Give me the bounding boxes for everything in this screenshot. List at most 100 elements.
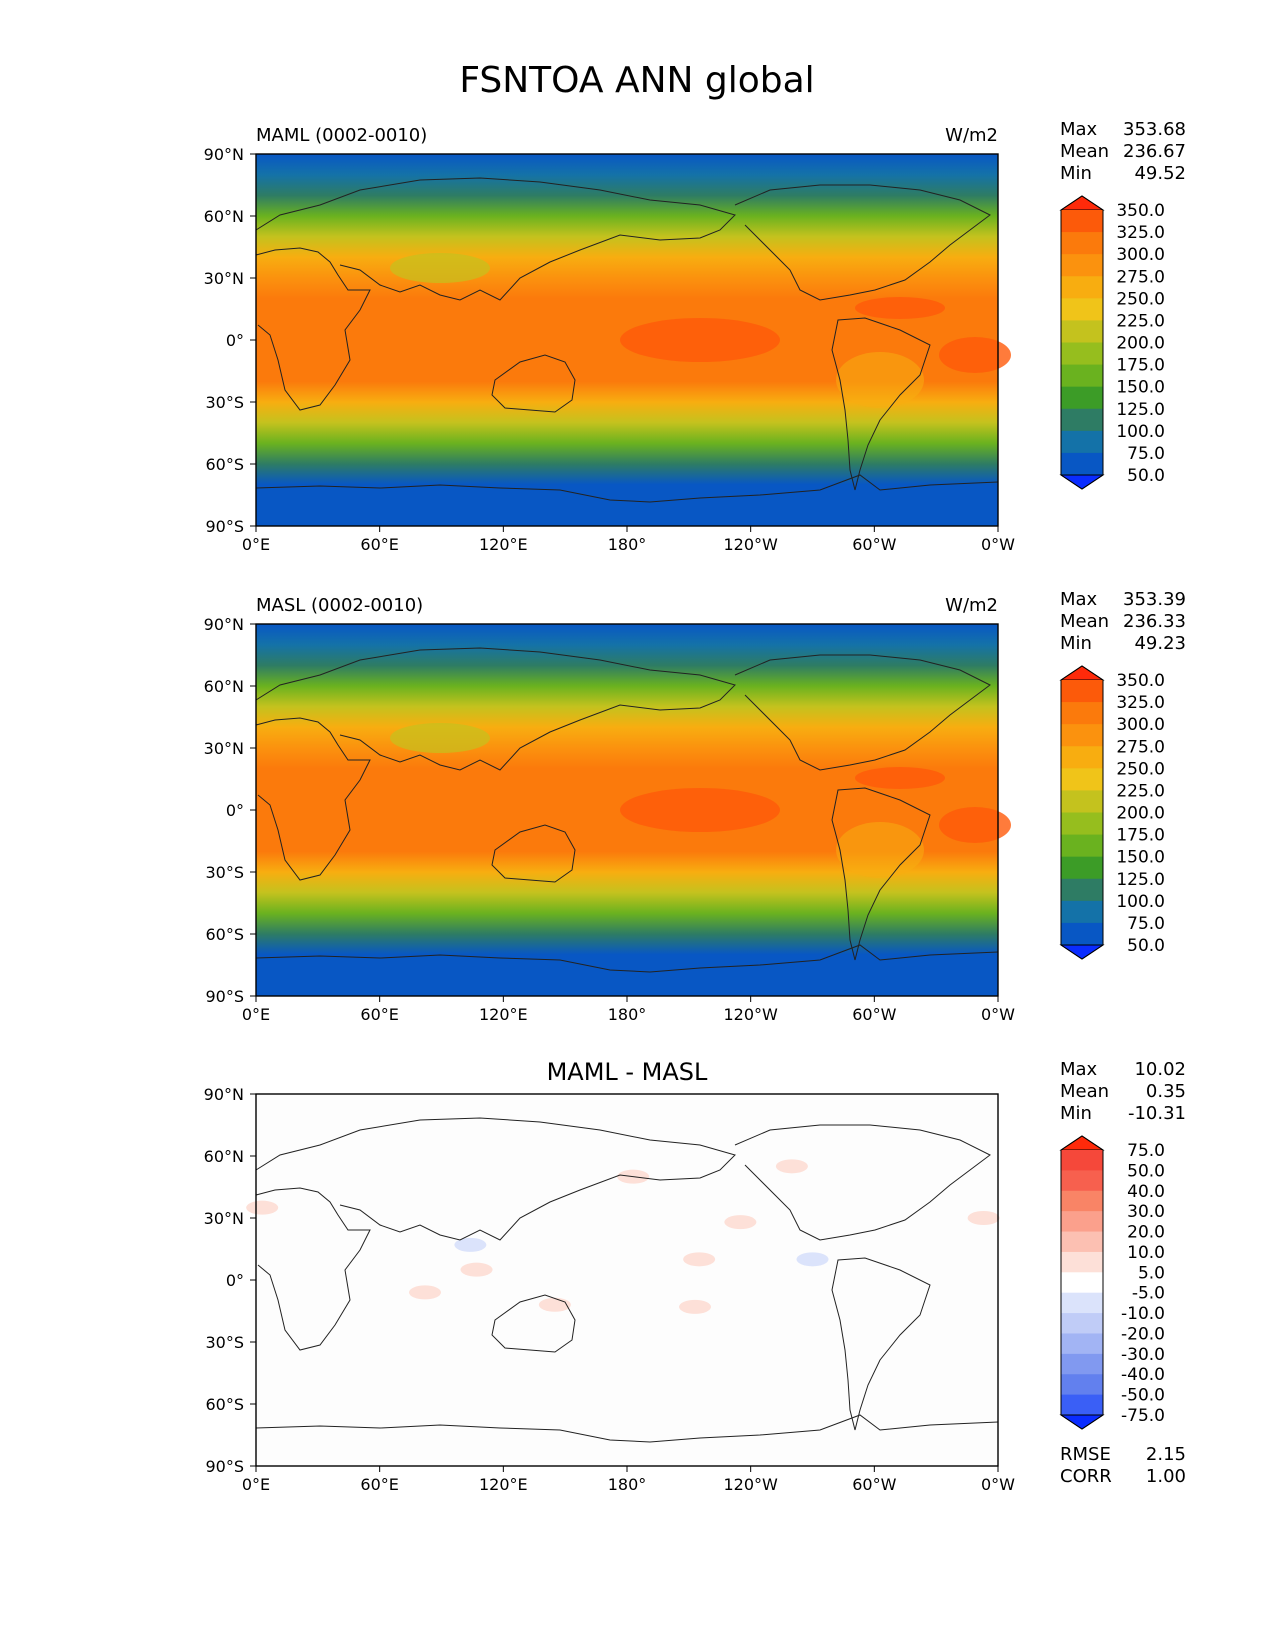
colorbar-level-label: -20.0 [1121, 1324, 1165, 1344]
y-tick-label: 60°N [204, 1147, 244, 1166]
colorbar-segment [1061, 1211, 1103, 1233]
colorbar-segment [1061, 276, 1103, 299]
panel-3-coast-south-america [831, 1257, 931, 1431]
colorbar-segment [1061, 768, 1103, 791]
x-tick-label: 120°W [723, 1475, 778, 1494]
panel-1-units: W/m2 [945, 125, 998, 146]
panel-2-min-value: 49.23 [1134, 633, 1186, 654]
corr-label: CORR [1060, 1466, 1112, 1487]
panel-2-max-label: Max [1060, 589, 1098, 610]
colorbar-segment [1061, 1251, 1103, 1273]
panel-3: MAML - MASL 0°E 60°E 120°E 180° 120°W 60°W 0°W… [204, 1058, 1186, 1494]
colorbar-level-label: -5.0 [1132, 1284, 1165, 1304]
panel-2-mean-value: 236.33 [1123, 611, 1186, 632]
y-tick-label: 60°S [205, 925, 244, 944]
colorbar-segment [1061, 1170, 1103, 1192]
colorbar-segment [1061, 1150, 1103, 1171]
panel-1-regions [390, 253, 1011, 408]
colorbar-level-label: 150.0 [1116, 378, 1165, 398]
x-tick-label: 0°E [242, 1475, 270, 1494]
y-tick-label: 0° [226, 331, 244, 350]
colorbar-segment [1061, 746, 1103, 769]
panel-3-coastlines [255, 1117, 999, 1443]
colorbar-over-cap [1059, 1135, 1105, 1151]
panel-1-mean-value: 236.67 [1123, 141, 1186, 162]
colorbar-level-label: 225.0 [1116, 311, 1165, 331]
panel-3-coast-australia [491, 1294, 576, 1353]
colorbar-segment [1061, 210, 1103, 233]
panel-2-coastlines [255, 647, 999, 973]
y-tick-label: 0° [226, 801, 244, 820]
colorbar-over-cap [1059, 665, 1105, 681]
colorbar-level-label: 125.0 [1116, 870, 1165, 890]
colorbar-segment [1061, 1374, 1103, 1396]
panel-2-coast-africa [255, 717, 371, 881]
colorbar-segment [1061, 386, 1103, 410]
y-tick-label: 30°N [204, 739, 244, 758]
panel-1-tibet-minimum [390, 253, 490, 283]
colorbar-over-cap [1059, 195, 1105, 211]
panel-2-coast-north-america [734, 654, 991, 771]
panel-3-max-value: 10.02 [1134, 1059, 1186, 1080]
colorbar-level-label: 175.0 [1116, 356, 1165, 376]
panel-3-coast-africa [255, 1187, 371, 1351]
x-tick-label: 120°E [479, 1005, 528, 1024]
colorbar-level-label: 300.0 [1116, 715, 1165, 735]
x-tick-label: 60°W [852, 1005, 896, 1024]
panel-2: MASL (0002-0010) W/m2 0°E 60°E 120°E 180° 12… [204, 589, 1186, 1024]
panel-3-coast-antarctica [255, 1414, 999, 1443]
panel-2-coast-australia [491, 824, 576, 883]
colorbar-segment [1061, 254, 1103, 277]
x-tick-label: 0°W [981, 1475, 1015, 1494]
colorbar-level-label: 250.0 [1116, 289, 1165, 309]
colorbar-level-label: 50.0 [1127, 466, 1165, 486]
panel-2-units: W/m2 [945, 595, 998, 616]
panel-2-amazon-minimum [836, 822, 924, 878]
panel-3-field [256, 1094, 998, 1466]
panel-1-se-atlantic-maximum [939, 337, 1011, 373]
panel-1-coast-africa [255, 247, 371, 411]
x-tick-label: 0°E [242, 1005, 270, 1024]
colorbar-segment [1061, 1190, 1103, 1212]
colorbar-level-label: 20.0 [1127, 1223, 1165, 1243]
x-tick-label: 120°W [723, 535, 778, 554]
x-tick-label: 120°E [479, 1475, 528, 1494]
y-tick-label: 90°N [204, 615, 244, 634]
panel-1-x-ticks: 0°E 60°E 120°E 180° 120°W 60°W 0°W [242, 526, 1015, 554]
x-tick-label: 0°W [981, 535, 1015, 554]
panel-1-coast-south-america [831, 317, 931, 491]
colorbar-segment [1061, 320, 1103, 343]
panel-1-central-pacific-maximum [620, 318, 780, 362]
colorbar-segment [1061, 1231, 1103, 1253]
y-tick-label: 60°S [205, 1395, 244, 1414]
colorbar-level-label: 275.0 [1116, 267, 1165, 287]
colorbar-level-label: 75.0 [1127, 1141, 1165, 1161]
panel-1: MAML (0002-0010) W/m2 0°E 60°E 120°E 180° 12… [204, 119, 1186, 554]
colorbar-segment [1061, 1333, 1103, 1355]
panel-3-title: MAML - MASL [547, 1058, 708, 1086]
panel-2-coast-south-america [831, 787, 931, 961]
rmse-label: RMSE [1060, 1444, 1111, 1465]
colorbar-segment [1061, 702, 1103, 725]
colorbar-segment [1061, 922, 1103, 946]
panel-3-metrics: RMSE 2.15 CORR 1.00 [1060, 1444, 1186, 1487]
x-tick-label: 180° [608, 1005, 647, 1024]
panel-3-stats: Max 10.02 Mean 0.35 Min -10.31 [1060, 1059, 1186, 1124]
panel-1-coast-australia [491, 354, 576, 413]
colorbar-level-label: 325.0 [1116, 693, 1165, 713]
panel-3-coast-eurasia [255, 1117, 736, 1241]
y-tick-label: 60°S [205, 455, 244, 474]
panel-2-max-value: 353.39 [1123, 589, 1186, 610]
x-tick-label: 0°E [242, 535, 270, 554]
panel-3-min-label: Min [1060, 1103, 1092, 1124]
panel-1-stats: Max 353.68 Mean 236.67 Min 49.52 [1060, 119, 1186, 184]
colorbar-level-label: -75.0 [1121, 1406, 1165, 1426]
panel-3-y-ticks: 90°N 60°N 30°N 0° 30°S 60°S 90°S [204, 1085, 256, 1476]
colorbar-level-label: 75.0 [1127, 444, 1165, 464]
anomaly-patch [454, 1237, 487, 1252]
colorbar-segment [1061, 1272, 1103, 1294]
colorbar-segment [1061, 680, 1103, 703]
x-tick-label: 120°E [479, 535, 528, 554]
